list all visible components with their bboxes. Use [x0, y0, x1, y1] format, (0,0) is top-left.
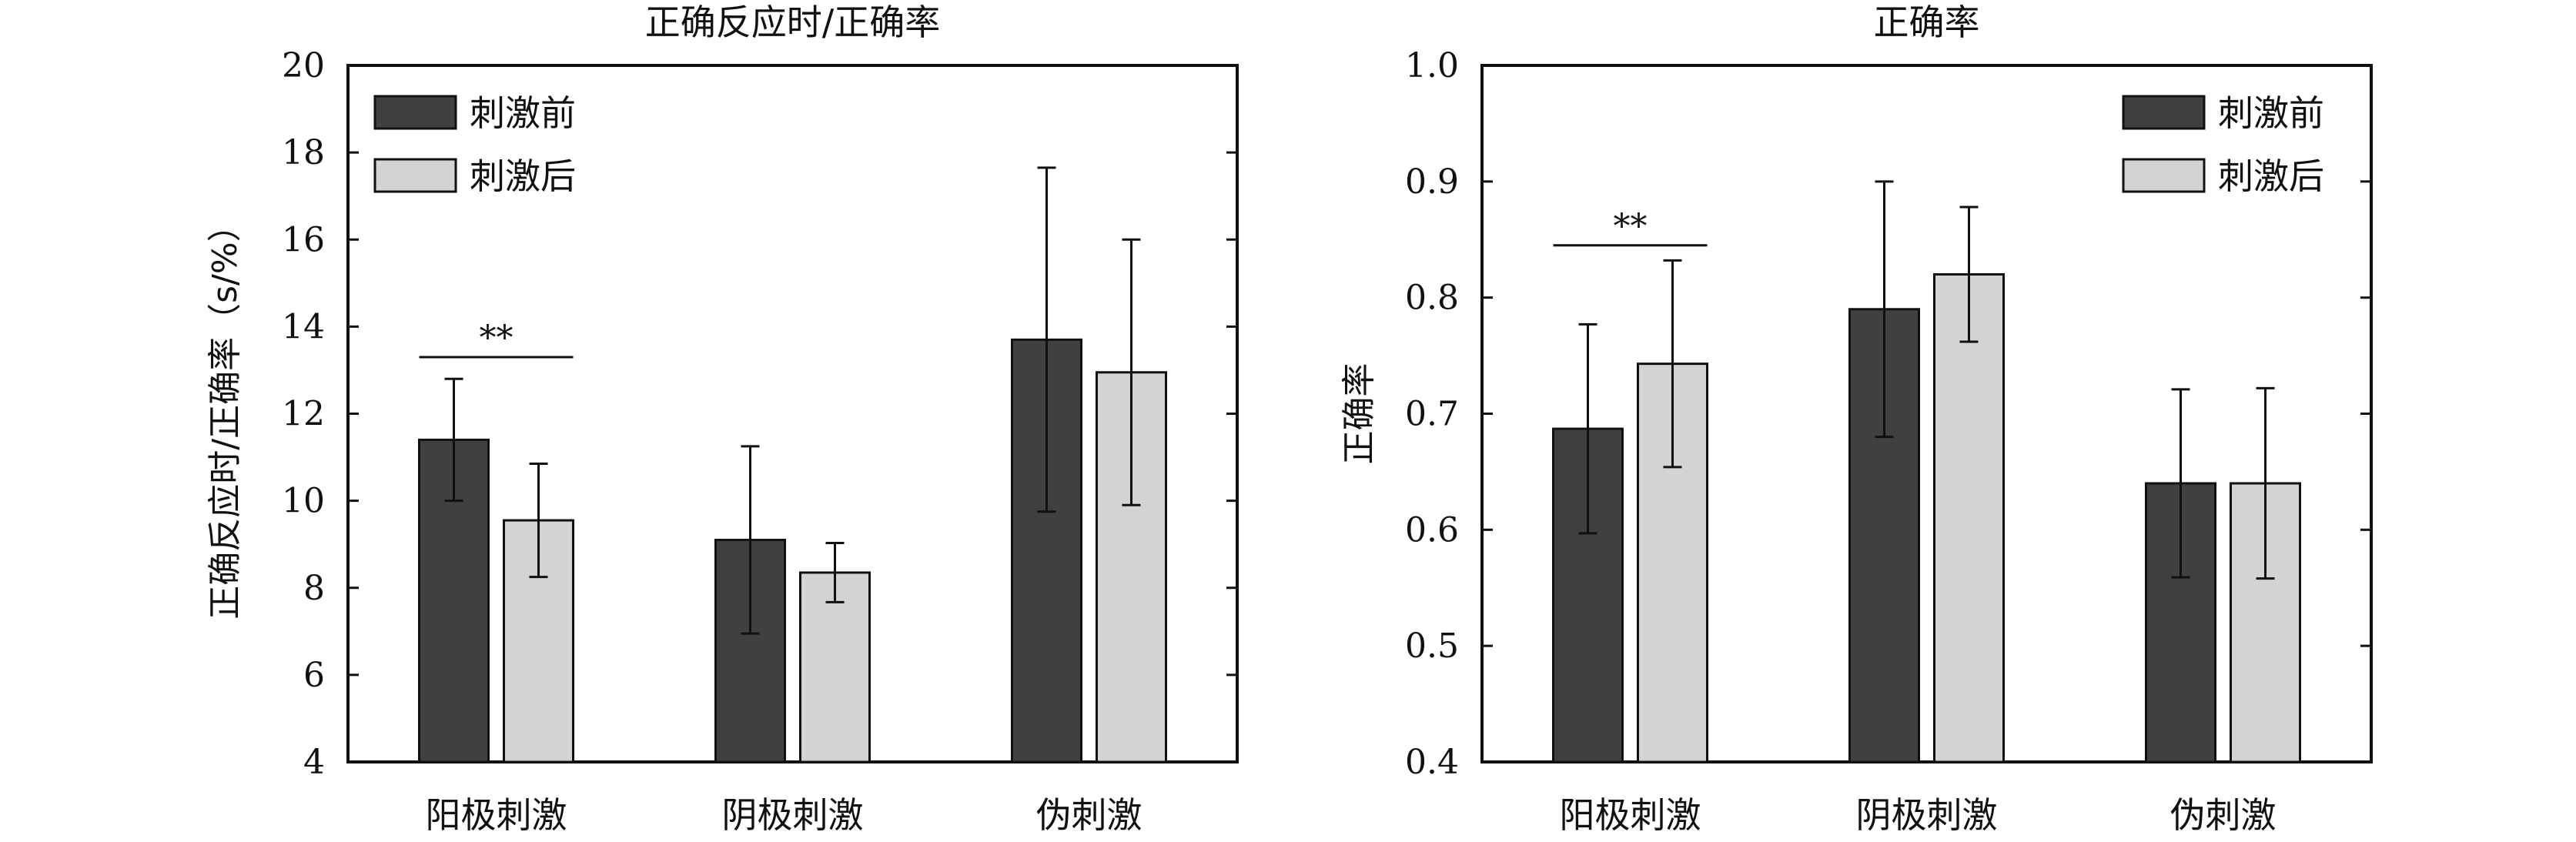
- legend-swatch-after: [2122, 158, 2206, 193]
- y-tick-label: 0.8: [1405, 279, 1459, 318]
- y-tick-label: 20: [282, 46, 325, 85]
- y-tick-label: 0.6: [1405, 510, 1459, 550]
- category-label: 阳极刺激: [426, 794, 567, 836]
- y-tick-label: 12: [282, 395, 325, 434]
- category-label: 阴极刺激: [722, 794, 864, 836]
- y-tick-label: 14: [282, 307, 325, 346]
- legend-swatch-before: [373, 95, 457, 130]
- y-tick-label: 0.5: [1405, 626, 1459, 666]
- significance-mark: **: [480, 319, 514, 358]
- y-tick-label: 1.0: [1405, 46, 1459, 85]
- legend-swatch-after: [373, 158, 457, 193]
- legend-label-after: 刺激后: [2218, 155, 2324, 197]
- y-axis-label: 正确率: [1340, 363, 1379, 465]
- category-label: 伪刺激: [2170, 794, 2277, 836]
- y-tick-label: 4: [303, 743, 325, 782]
- category-label: 阴极刺激: [1856, 794, 1998, 836]
- y-tick-label: 8: [303, 569, 325, 608]
- legend-label-before: 刺激前: [470, 92, 576, 134]
- category-label: 伪刺激: [1036, 794, 1142, 836]
- chart-title: 正确反应时/正确率: [645, 2, 941, 43]
- legend-label-before: 刺激前: [2218, 92, 2324, 134]
- legend-swatch-before: [2122, 95, 2206, 130]
- y-tick-label: 0.4: [1405, 743, 1459, 782]
- chart-title: 正确率: [1874, 2, 1980, 43]
- significance-mark: **: [1614, 207, 1648, 246]
- y-axis-label: 正确反应时/正确率（s/%）: [206, 208, 245, 619]
- y-tick-label: 16: [282, 220, 325, 259]
- y-tick-label: 18: [282, 133, 325, 172]
- category-label: 阳极刺激: [1560, 794, 1701, 836]
- y-tick-label: 6: [303, 656, 325, 695]
- y-tick-label: 0.7: [1405, 395, 1459, 434]
- legend-label-after: 刺激后: [470, 155, 576, 197]
- y-tick-label: 0.9: [1405, 162, 1459, 202]
- y-tick-label: 10: [282, 482, 325, 521]
- bar-after: [1933, 273, 2005, 763]
- chart-reaction-time: 正确反应时/正确率 4 6 8 10 12 14 16 18 20 正确反应时/正确率（s/%） 阳极…: [206, 2, 1239, 836]
